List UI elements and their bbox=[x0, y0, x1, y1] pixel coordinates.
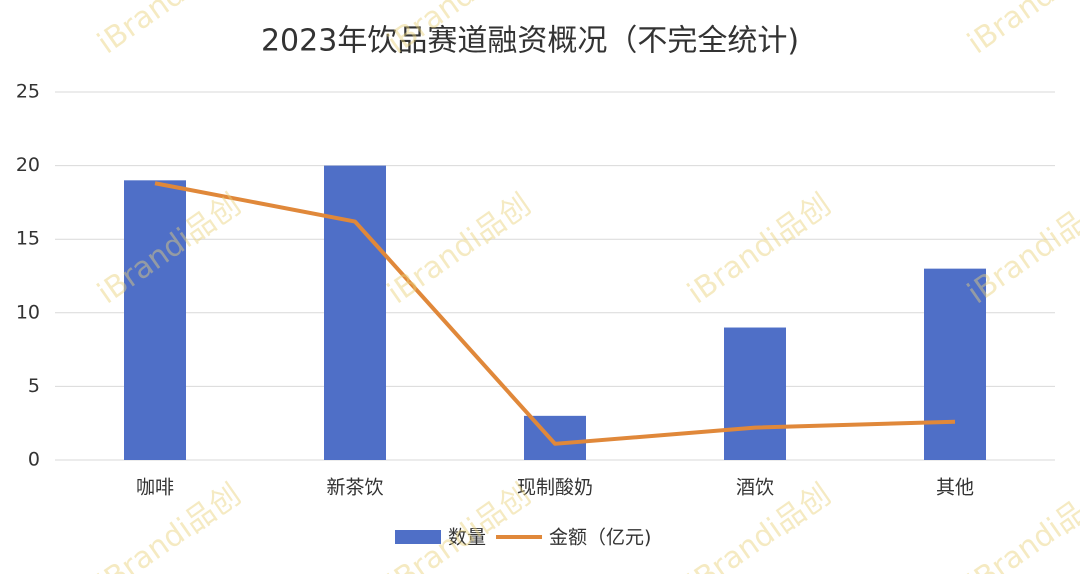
x-tick-label: 咖啡 bbox=[136, 477, 174, 499]
watermark: iBrandi品创 bbox=[91, 0, 247, 61]
x-tick-label: 新茶饮 bbox=[326, 477, 383, 499]
watermark: iBrandi品创 bbox=[961, 187, 1080, 311]
x-tick-label: 酒饮 bbox=[736, 477, 774, 499]
chart-title: 2023年饮品赛道融资概况（不完全统计) bbox=[261, 24, 799, 59]
bar bbox=[324, 165, 386, 460]
y-tick-label: 5 bbox=[28, 375, 40, 397]
y-tick-label: 0 bbox=[28, 449, 40, 471]
watermark: iBrandi品创 bbox=[961, 0, 1080, 61]
line bbox=[154, 181, 956, 446]
bar bbox=[924, 268, 986, 460]
bar bbox=[124, 180, 186, 460]
bar bbox=[724, 327, 786, 460]
y-tick-label: 10 bbox=[16, 301, 40, 323]
legend-label: 数量 bbox=[448, 527, 486, 549]
legend-label: 金额（亿元) bbox=[549, 527, 651, 549]
watermark: iBrandi品创 bbox=[381, 477, 537, 574]
x-tick-label: 现制酸奶 bbox=[517, 477, 593, 499]
legend-swatch bbox=[395, 530, 441, 544]
x-tick-label: 其他 bbox=[936, 477, 974, 499]
y-tick-label: 20 bbox=[16, 154, 40, 176]
y-tick-label: 25 bbox=[16, 81, 40, 103]
watermark: iBrandi品创 bbox=[381, 187, 537, 311]
y-tick-label: 15 bbox=[16, 228, 40, 250]
watermark: iBrandi品创 bbox=[961, 477, 1080, 574]
watermark: iBrandi品创 bbox=[681, 187, 837, 311]
